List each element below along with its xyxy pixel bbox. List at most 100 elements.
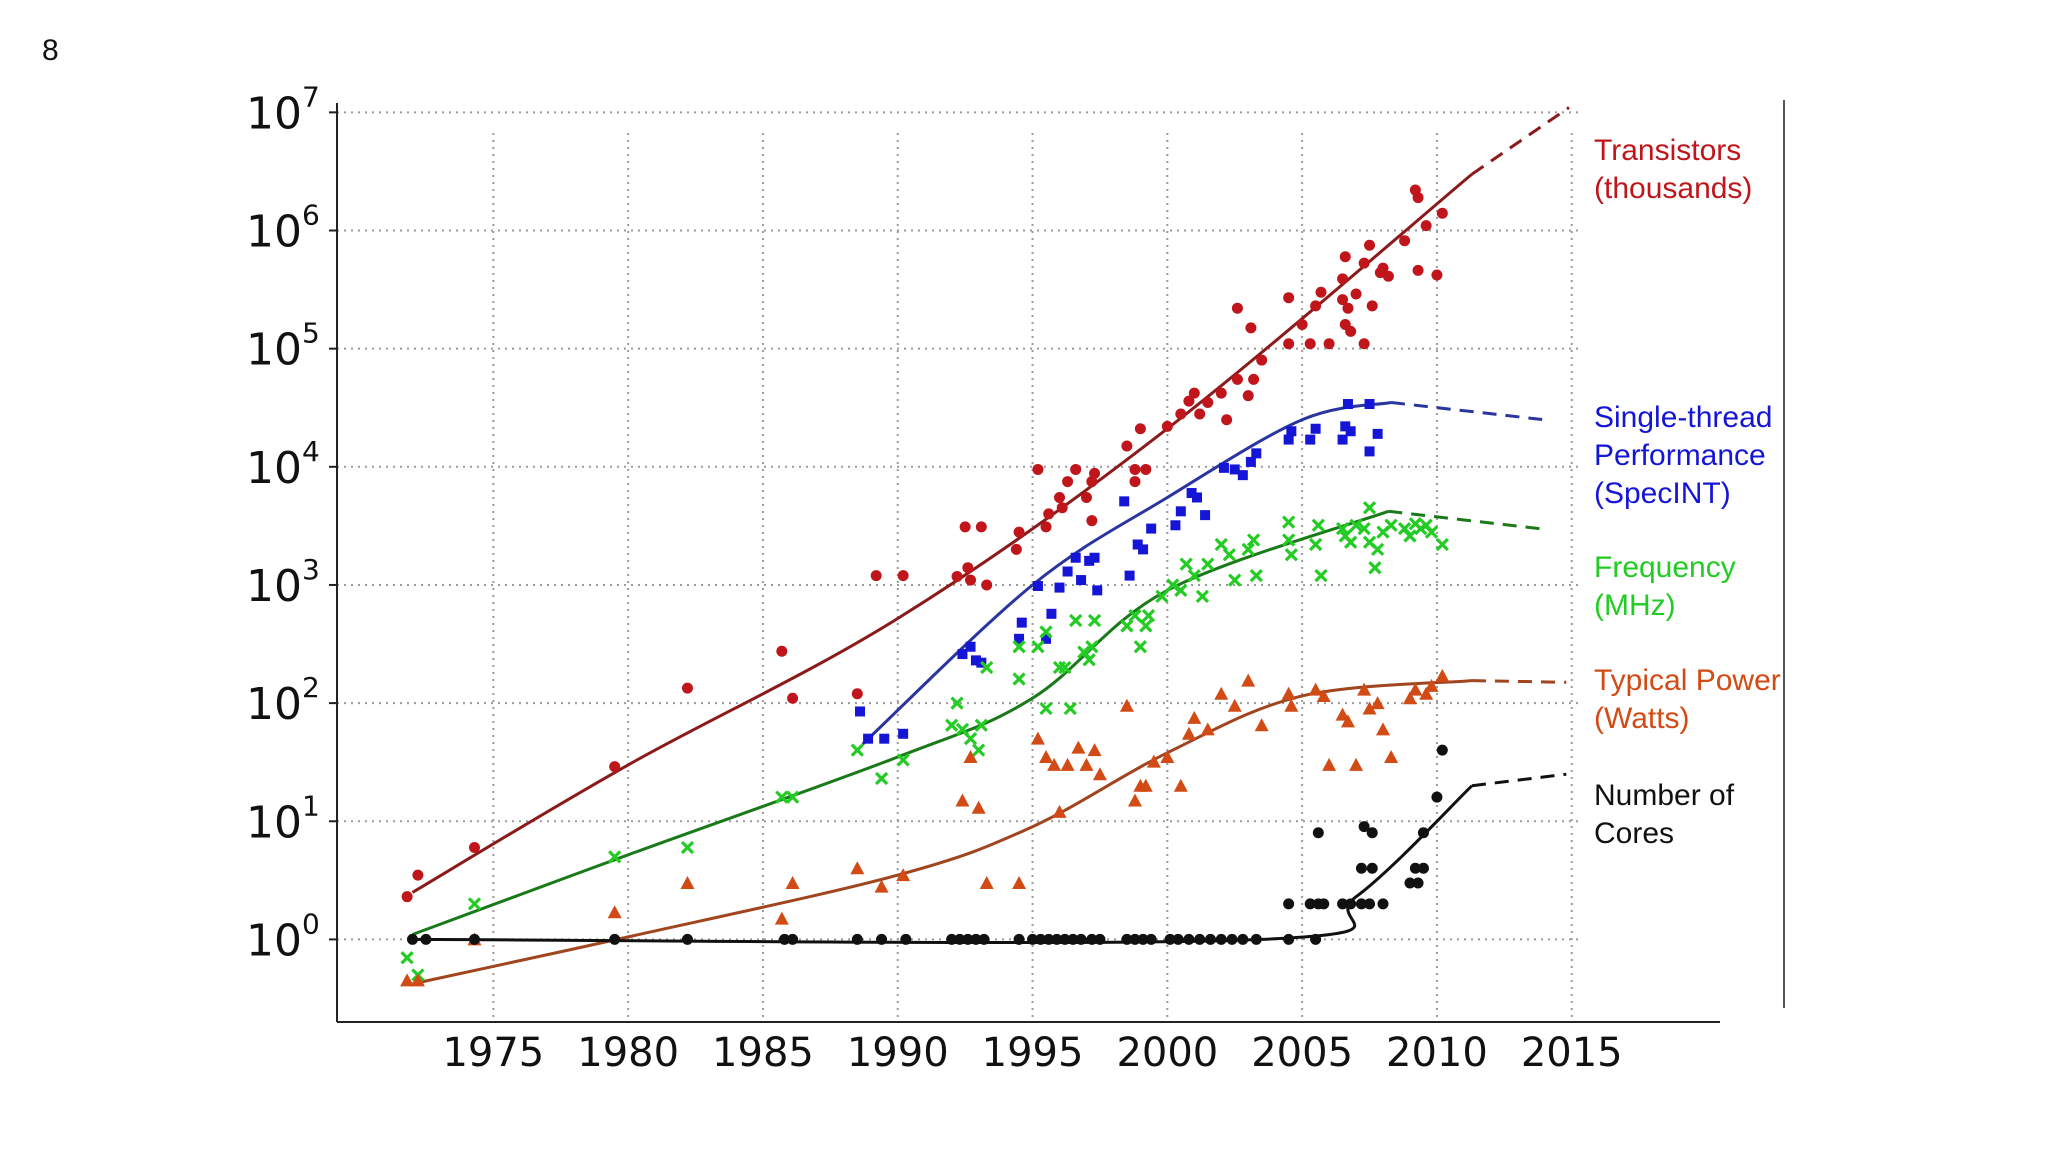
transistors-point xyxy=(1350,288,1362,300)
number-point xyxy=(1027,933,1039,945)
typical-point xyxy=(1376,722,1391,736)
typical-point xyxy=(1254,718,1269,732)
frequency-point xyxy=(1166,578,1180,592)
x-tick-label: 1985 xyxy=(712,1030,814,1076)
singlethread-point xyxy=(1046,608,1057,619)
typical-point xyxy=(963,749,978,763)
typical-point xyxy=(1181,726,1196,740)
transistors-point xyxy=(1188,387,1200,399)
trend-lines xyxy=(411,106,1570,986)
transistors-point xyxy=(776,645,788,657)
singlethread-point xyxy=(1076,575,1087,586)
typical-point xyxy=(1214,686,1229,700)
frequency-point xyxy=(1201,557,1215,571)
transistors-projection-line xyxy=(1471,106,1570,176)
singlethread-point xyxy=(965,641,976,652)
number-point xyxy=(1075,933,1087,945)
number-point xyxy=(1237,933,1249,945)
transistors-point xyxy=(1358,338,1370,350)
frequency-point xyxy=(1370,542,1385,557)
number-point xyxy=(406,933,418,945)
number-point xyxy=(1250,933,1262,945)
transistors-point xyxy=(1315,286,1327,298)
frequency-point xyxy=(950,696,964,710)
frequency-point xyxy=(1058,660,1072,675)
singlethread-point xyxy=(1283,434,1294,445)
x-tick-label: 1980 xyxy=(577,1030,679,1076)
y-tick-exponent: 3 xyxy=(302,553,320,586)
transistors-point xyxy=(1121,440,1133,452)
singlethread-point xyxy=(970,655,981,666)
frequency-point xyxy=(1087,613,1102,628)
y-tick-base: 10 xyxy=(246,207,302,258)
y-tick-label: 105 xyxy=(246,317,320,376)
y-tick-label: 106 xyxy=(246,199,320,258)
typical-point xyxy=(1384,749,1399,763)
typical-point xyxy=(1030,731,1045,745)
number-point xyxy=(1067,933,1079,945)
transistors-point xyxy=(1054,491,1066,503)
x-tick-labels: 1975 1980 1985 1990 1995 2000 2005 2010 2015 xyxy=(442,1030,1622,1076)
transistors-point xyxy=(1215,387,1227,399)
transistors-point xyxy=(1256,354,1268,366)
transistors-point xyxy=(975,521,987,533)
singlethread-point xyxy=(1251,448,1262,459)
frequency-point xyxy=(1284,548,1298,562)
frequency-point xyxy=(963,732,978,746)
frequency-point xyxy=(1403,529,1417,543)
frequency-label-line: Frequency xyxy=(1594,551,1736,584)
frequency-point xyxy=(1384,518,1398,532)
singlethread-point xyxy=(1364,446,1375,457)
number-point xyxy=(1377,898,1389,910)
number-point xyxy=(1121,933,1133,945)
frequency-point xyxy=(1362,501,1377,515)
singlethread-point xyxy=(1286,426,1297,437)
number-point xyxy=(1366,862,1378,874)
transistors-point xyxy=(1412,264,1424,276)
frequency-point xyxy=(1311,518,1325,532)
typical-point xyxy=(1357,682,1372,696)
typical-point xyxy=(1308,682,1323,696)
transistors-point xyxy=(1221,414,1233,426)
number-point xyxy=(970,933,982,945)
frequency-point xyxy=(980,660,994,675)
number-point xyxy=(1412,877,1424,889)
transistors-point xyxy=(1089,467,1101,479)
number-point xyxy=(1283,898,1295,910)
frequency-point xyxy=(896,753,910,767)
typical-point xyxy=(1087,743,1102,757)
number-point xyxy=(1035,933,1047,945)
typical-point xyxy=(785,876,800,890)
singlethread-point xyxy=(1132,539,1143,550)
number-point xyxy=(1318,898,1330,910)
transistors-point xyxy=(1337,294,1349,306)
transistors-point xyxy=(412,869,424,881)
number-point xyxy=(954,933,966,945)
transistors-label-line: (thousands) xyxy=(1594,172,1752,205)
y-tick-base: 10 xyxy=(246,915,302,966)
number-point xyxy=(787,933,799,945)
typical-point xyxy=(1402,691,1417,705)
typical-point xyxy=(1241,673,1256,687)
transistors-point xyxy=(1377,262,1389,274)
y-tick-exponent: 1 xyxy=(302,789,320,822)
singlethread-point xyxy=(1364,399,1375,410)
singlethread-trend-line xyxy=(861,401,1392,746)
typical-point xyxy=(680,876,695,890)
number-point xyxy=(900,933,912,945)
number-point xyxy=(1417,827,1429,839)
transistors-point xyxy=(1043,508,1055,520)
transistors-point xyxy=(1161,420,1173,432)
singlethread-point xyxy=(855,706,866,717)
typical-point xyxy=(1284,698,1299,712)
typical-point xyxy=(1335,707,1350,721)
transistors-point xyxy=(1183,395,1195,407)
x-tick-label: 1975 xyxy=(442,1030,544,1076)
singlethread-point xyxy=(1070,552,1081,563)
frequency-point xyxy=(608,850,622,864)
singlethread-point xyxy=(1170,520,1181,531)
frequency-point xyxy=(971,743,986,757)
transistors-point xyxy=(1056,502,1068,514)
y-tick-exponent: 5 xyxy=(302,317,320,350)
